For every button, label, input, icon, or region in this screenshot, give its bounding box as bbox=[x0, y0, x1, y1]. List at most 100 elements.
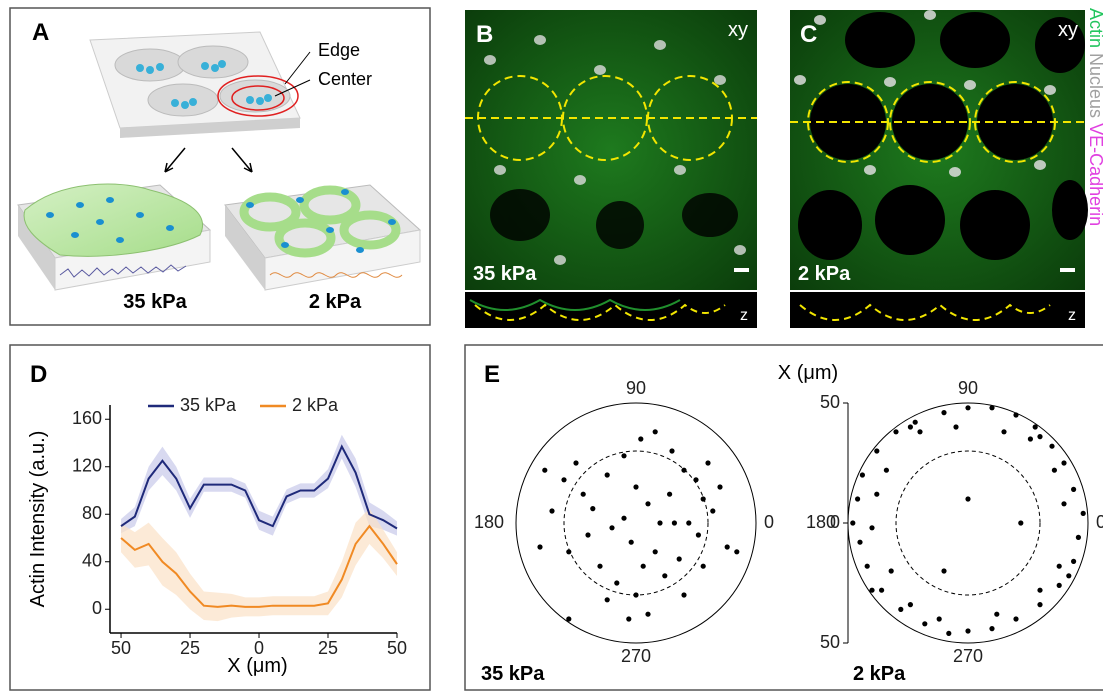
point bbox=[734, 549, 739, 554]
point bbox=[1013, 412, 1018, 417]
point bbox=[874, 448, 879, 453]
point bbox=[879, 588, 884, 593]
point bbox=[686, 520, 691, 525]
point bbox=[662, 573, 667, 578]
channel: VE-Cadherin bbox=[1086, 123, 1103, 226]
point bbox=[701, 564, 706, 569]
y-tick-label: 160 bbox=[72, 408, 102, 428]
panel-a: A Edge Center bbox=[10, 8, 430, 325]
point bbox=[597, 564, 602, 569]
panel-label: C bbox=[800, 21, 817, 48]
point bbox=[1061, 501, 1066, 506]
radial-tick-label: 50 bbox=[820, 632, 840, 652]
point bbox=[1013, 616, 1018, 621]
point bbox=[1071, 559, 1076, 564]
well bbox=[178, 46, 248, 78]
point bbox=[869, 525, 874, 530]
panel-label: E bbox=[484, 361, 500, 388]
point bbox=[965, 405, 970, 410]
point bbox=[638, 436, 643, 441]
point bbox=[633, 484, 638, 489]
point bbox=[653, 429, 658, 434]
plane-label: z bbox=[1068, 307, 1076, 324]
point bbox=[1057, 583, 1062, 588]
point bbox=[1066, 573, 1071, 578]
point bbox=[1028, 436, 1033, 441]
point bbox=[669, 448, 674, 453]
point bbox=[1037, 434, 1042, 439]
outer-circle bbox=[516, 403, 756, 643]
point bbox=[857, 540, 862, 545]
point bbox=[633, 592, 638, 597]
radial-tick-label: 50 bbox=[820, 392, 840, 412]
point bbox=[884, 468, 889, 473]
point bbox=[672, 520, 677, 525]
channel-legend: ActinNucleusVE-Cadherin bbox=[1086, 8, 1103, 226]
point bbox=[645, 612, 650, 617]
substrate-caption: 35 kPa bbox=[123, 291, 187, 313]
point bbox=[908, 602, 913, 607]
point bbox=[850, 520, 855, 525]
point bbox=[946, 631, 951, 636]
scale-bar bbox=[734, 268, 749, 272]
point bbox=[705, 460, 710, 465]
y-axis-label: Actin Intensity (a.u.) bbox=[27, 431, 49, 608]
point bbox=[893, 429, 898, 434]
point bbox=[585, 532, 590, 537]
figure: A Edge Center bbox=[0, 0, 1103, 694]
point bbox=[641, 564, 646, 569]
caption: 35 kPa bbox=[481, 663, 545, 685]
point bbox=[1037, 588, 1042, 593]
point bbox=[681, 592, 686, 597]
point bbox=[865, 564, 870, 569]
point bbox=[566, 549, 571, 554]
point bbox=[717, 484, 722, 489]
point bbox=[1071, 487, 1076, 492]
point bbox=[542, 468, 547, 473]
point bbox=[581, 492, 586, 497]
point bbox=[953, 424, 958, 429]
well bbox=[115, 49, 185, 81]
point bbox=[609, 525, 614, 530]
point bbox=[922, 621, 927, 626]
point bbox=[701, 496, 706, 501]
point bbox=[657, 520, 662, 525]
point bbox=[1057, 564, 1062, 569]
point bbox=[941, 410, 946, 415]
x-tick-label: 50 bbox=[111, 638, 131, 658]
well bbox=[220, 80, 290, 112]
scale-bar bbox=[1060, 268, 1075, 272]
point bbox=[696, 532, 701, 537]
point bbox=[537, 544, 542, 549]
caption: 2 kPa bbox=[853, 663, 906, 685]
legend-label: 35 kPa bbox=[180, 395, 237, 415]
point bbox=[860, 472, 865, 477]
point bbox=[549, 508, 554, 513]
x-tick-label: 50 bbox=[387, 638, 407, 658]
point bbox=[725, 544, 730, 549]
well bbox=[148, 84, 218, 116]
point bbox=[941, 568, 946, 573]
point bbox=[874, 492, 879, 497]
point bbox=[989, 405, 994, 410]
point bbox=[965, 628, 970, 633]
micrograph bbox=[465, 10, 757, 290]
point bbox=[653, 549, 658, 554]
radial-tick-label: 0 bbox=[830, 512, 840, 532]
point bbox=[621, 453, 626, 458]
point bbox=[1061, 460, 1066, 465]
panel-label: B bbox=[476, 21, 493, 48]
x-tick-label: 25 bbox=[180, 638, 200, 658]
point bbox=[710, 508, 715, 513]
point bbox=[994, 612, 999, 617]
point bbox=[965, 496, 970, 501]
plane-label: xy bbox=[728, 19, 748, 41]
point bbox=[937, 616, 942, 621]
point bbox=[1049, 444, 1054, 449]
point bbox=[917, 429, 922, 434]
stiffness-label: 2 kPa bbox=[798, 263, 851, 285]
point bbox=[626, 616, 631, 621]
point bbox=[1076, 535, 1081, 540]
point bbox=[1081, 511, 1086, 516]
point bbox=[605, 472, 610, 477]
